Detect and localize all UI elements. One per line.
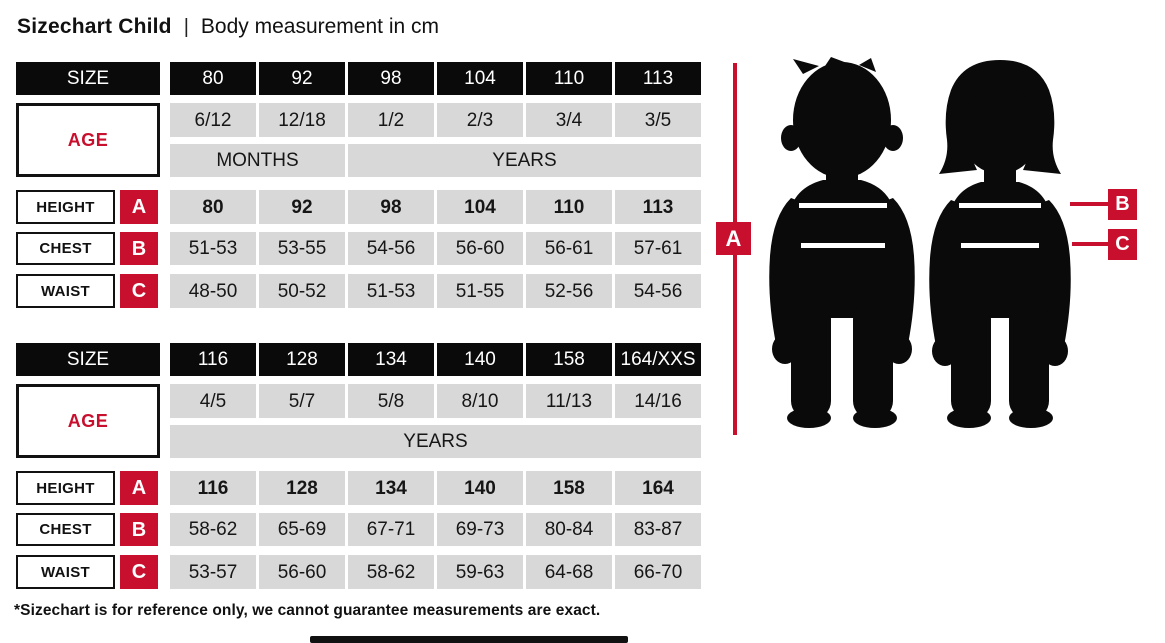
height-row-label: HEIGHT xyxy=(16,190,115,224)
size-col-header: 92 xyxy=(259,62,345,95)
height-value-cell: 140 xyxy=(437,471,523,505)
waist-line-marker xyxy=(801,243,885,248)
height-value-cell: 98 xyxy=(348,190,434,224)
waist-value-cell: 50-52 xyxy=(259,274,345,308)
age-value-cell: 1/2 xyxy=(348,103,434,137)
age-unit-years-cell: YEARS xyxy=(170,425,701,458)
age-value-cell: 4/5 xyxy=(170,384,256,418)
chest-value-cell: 69-73 xyxy=(437,513,523,546)
chest-value-cell: 54-56 xyxy=(348,232,434,265)
size-col-header: 116 xyxy=(170,343,256,376)
badge-c-table: C xyxy=(120,555,158,589)
title-separator: | xyxy=(183,16,189,38)
age-row-label: AGE xyxy=(16,384,160,458)
chest-value-cell: 80-84 xyxy=(526,513,612,546)
size-col-header: 134 xyxy=(348,343,434,376)
size-col-header: 104 xyxy=(437,62,523,95)
chest-value-cell: 56-60 xyxy=(437,232,523,265)
page-title-subtitle: Body measurement in cm xyxy=(200,15,440,38)
age-value-cell: 3/5 xyxy=(615,103,701,137)
size-col-header: 98 xyxy=(348,62,434,95)
waist-value-cell: 48-50 xyxy=(170,274,256,308)
page-title-main: Sizechart Child xyxy=(17,15,172,38)
age-value-cell: 12/18 xyxy=(259,103,345,137)
chest-value-cell: 57-61 xyxy=(615,232,701,265)
age-value-cell: 5/7 xyxy=(259,384,345,418)
waist-value-cell: 66-70 xyxy=(615,555,701,589)
chest-value-cell: 83-87 xyxy=(615,513,701,546)
chest-value-cell: 51-53 xyxy=(170,232,256,265)
badge-b-figure: B xyxy=(1108,189,1137,220)
badge-a-table: A xyxy=(120,471,158,505)
size-col-header: 113 xyxy=(615,62,701,95)
height-value-cell: 164 xyxy=(615,471,701,505)
chest-line-marker xyxy=(959,203,1041,208)
size-col-header: 110 xyxy=(526,62,612,95)
height-value-cell: 113 xyxy=(615,190,701,224)
chest-value-cell: 56-61 xyxy=(526,232,612,265)
waist-value-cell: 56-60 xyxy=(259,555,345,589)
chest-value-cell: 65-69 xyxy=(259,513,345,546)
size-table-small: SIZE 80 92 98 104 110 113 AGE 6/12 12/18… xyxy=(16,62,703,308)
footer-divider-bar xyxy=(310,636,628,643)
girl-silhouette-icon xyxy=(929,60,1071,428)
waist-value-cell: 59-63 xyxy=(437,555,523,589)
badge-a-table: A xyxy=(120,190,158,224)
height-value-cell: 134 xyxy=(348,471,434,505)
height-value-cell: 116 xyxy=(170,471,256,505)
chest-value-cell: 67-71 xyxy=(348,513,434,546)
age-value-cell: 11/13 xyxy=(526,384,612,418)
page-title: Sizechart Child | Body measurement in cm xyxy=(17,15,439,39)
badge-c-figure: C xyxy=(1108,229,1137,260)
waist-pointer-line xyxy=(1072,242,1108,246)
height-value-cell: 110 xyxy=(526,190,612,224)
size-col-header: 164/XXS xyxy=(615,343,701,376)
waist-value-cell: 51-53 xyxy=(348,274,434,308)
height-row-label: HEIGHT xyxy=(16,471,115,505)
chest-row-label: CHEST xyxy=(16,232,115,265)
size-table-large: SIZE 116 128 134 140 158 164/XXS AGE 4/5… xyxy=(16,343,703,589)
disclaimer-note: *Sizechart is for reference only, we can… xyxy=(14,602,601,619)
waist-value-cell: 54-56 xyxy=(615,274,701,308)
badge-b-table: B xyxy=(120,513,158,546)
height-value-cell: 92 xyxy=(259,190,345,224)
height-value-cell: 128 xyxy=(259,471,345,505)
waist-value-cell: 64-68 xyxy=(526,555,612,589)
age-unit-months-cell: MONTHS xyxy=(170,144,345,177)
chest-pointer-line xyxy=(1070,202,1108,206)
age-value-cell: 5/8 xyxy=(348,384,434,418)
age-value-cell: 6/12 xyxy=(170,103,256,137)
age-unit-years-cell: YEARS xyxy=(348,144,701,177)
size-row-label: SIZE xyxy=(16,343,160,376)
size-col-header: 128 xyxy=(259,343,345,376)
size-row-label: SIZE xyxy=(16,62,160,95)
size-col-header: 158 xyxy=(526,343,612,376)
badge-c-table: C xyxy=(120,274,158,308)
size-col-header: 140 xyxy=(437,343,523,376)
age-value-cell: 3/4 xyxy=(526,103,612,137)
waist-value-cell: 52-56 xyxy=(526,274,612,308)
age-row-label: AGE xyxy=(16,103,160,177)
age-value-cell: 14/16 xyxy=(615,384,701,418)
size-col-header: 80 xyxy=(170,62,256,95)
waist-value-cell: 53-57 xyxy=(170,555,256,589)
height-value-cell: 104 xyxy=(437,190,523,224)
badge-a-figure: A xyxy=(716,222,751,255)
waist-row-label: WAIST xyxy=(16,274,115,308)
chest-row-label: CHEST xyxy=(16,513,115,546)
waist-row-label: WAIST xyxy=(16,555,115,589)
chest-value-cell: 53-55 xyxy=(259,232,345,265)
height-value-cell: 80 xyxy=(170,190,256,224)
badge-b-table: B xyxy=(120,232,158,265)
waist-value-cell: 51-55 xyxy=(437,274,523,308)
chest-line-marker xyxy=(799,203,887,208)
age-value-cell: 2/3 xyxy=(437,103,523,137)
height-value-cell: 158 xyxy=(526,471,612,505)
waist-value-cell: 58-62 xyxy=(348,555,434,589)
boy-silhouette-icon xyxy=(769,57,915,428)
chest-value-cell: 58-62 xyxy=(170,513,256,546)
waist-line-marker xyxy=(961,243,1039,248)
age-value-cell: 8/10 xyxy=(437,384,523,418)
